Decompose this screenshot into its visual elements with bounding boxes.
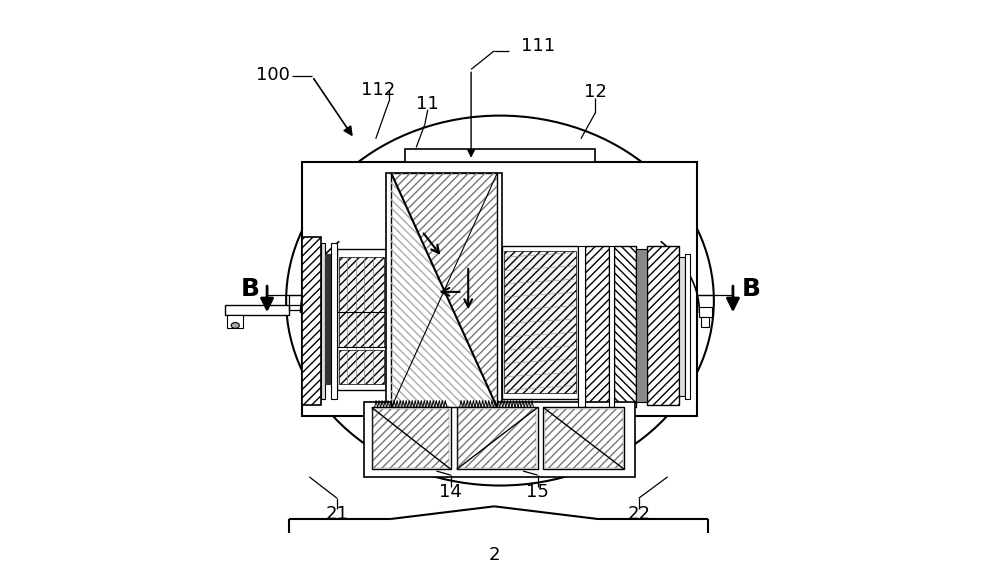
Ellipse shape [286,116,714,486]
Polygon shape [457,407,538,469]
Bar [405,149,595,162]
Bar [321,243,325,399]
Polygon shape [372,407,451,469]
Bar [386,173,502,413]
Bar [578,246,585,407]
Bar [331,243,337,399]
Text: 2: 2 [488,546,500,564]
Polygon shape [543,407,624,469]
Ellipse shape [231,323,239,328]
Bar [636,249,647,402]
Bar [504,251,576,393]
Bar [647,246,679,405]
Text: 15: 15 [526,483,549,502]
Bar [339,350,384,384]
Bar [302,162,697,416]
Text: 14: 14 [439,483,462,502]
Bar [339,257,384,347]
Text: B: B [742,277,761,301]
Text: B: B [241,277,260,301]
Bar [227,315,243,328]
Polygon shape [391,173,497,407]
Bar [502,246,578,399]
Bar [701,317,709,327]
Text: 12: 12 [584,83,607,102]
Text: 11: 11 [416,95,439,113]
Bar [225,305,289,315]
Bar [585,246,609,407]
Bar [609,246,614,407]
Bar [364,402,635,477]
Bar [325,254,331,384]
Bar [614,246,636,407]
Bar [685,254,690,399]
Text: 21: 21 [326,505,348,524]
Bar [699,307,712,317]
Bar [679,257,685,396]
Bar [337,249,386,390]
Bar [302,237,321,405]
Text: 22: 22 [627,505,650,524]
Text: 100: 100 [256,66,290,84]
Text: 111: 111 [521,37,555,55]
Text: 112: 112 [361,80,396,99]
